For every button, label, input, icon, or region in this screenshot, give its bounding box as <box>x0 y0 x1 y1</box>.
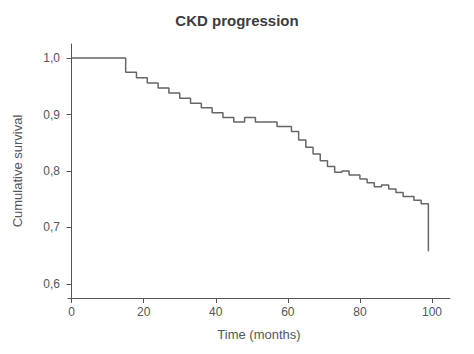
svg-text:0,7: 0,7 <box>43 220 60 234</box>
svg-text:CKD progression: CKD progression <box>175 12 298 29</box>
svg-text:20: 20 <box>137 305 151 319</box>
svg-text:0,8: 0,8 <box>43 164 60 178</box>
svg-text:40: 40 <box>209 305 223 319</box>
svg-text:1,0: 1,0 <box>43 51 60 65</box>
svg-text:80: 80 <box>353 305 367 319</box>
svg-text:Cumulative survival: Cumulative survival <box>10 115 25 228</box>
svg-text:100: 100 <box>422 305 442 319</box>
svg-text:0,9: 0,9 <box>43 108 60 122</box>
svg-text:Time (months): Time (months) <box>217 327 300 342</box>
svg-text:0,6: 0,6 <box>43 277 60 291</box>
svg-text:60: 60 <box>281 305 295 319</box>
svg-text:0: 0 <box>68 305 75 319</box>
